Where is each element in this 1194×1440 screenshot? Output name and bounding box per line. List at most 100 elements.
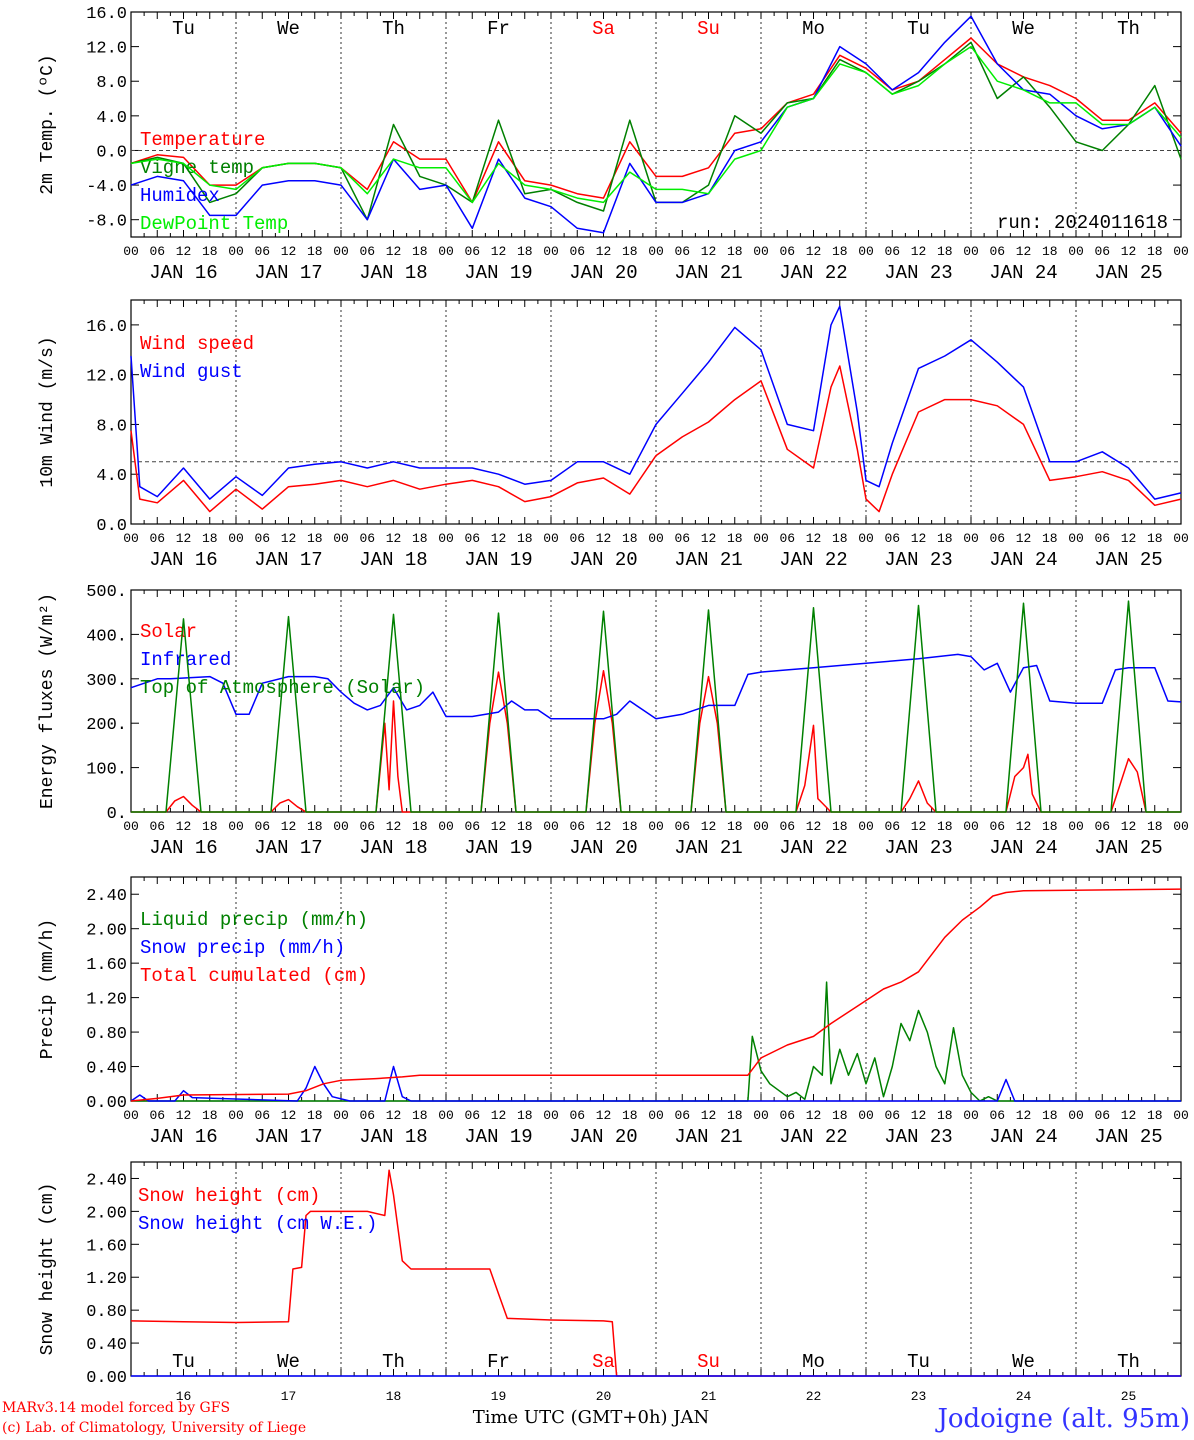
wind-date-label: JAN 19	[464, 549, 532, 571]
temp-hour-label: 12	[1121, 244, 1137, 259]
energy-hour-label: 00	[648, 819, 664, 834]
precip-hour-label: 18	[202, 1108, 218, 1123]
wind-hour-label: 18	[202, 531, 218, 546]
temp-hour-label: 00	[648, 244, 664, 259]
energy-hour-label: 12	[491, 819, 507, 834]
wind-hour-label: 12	[1016, 531, 1032, 546]
energy-hour-label: 06	[1094, 819, 1110, 834]
energy-ytick-label: 100.	[86, 761, 127, 780]
precip-ylabel: Precip (mm/h)	[38, 919, 58, 1059]
precip-hour-label: 12	[491, 1108, 507, 1123]
wind-hour-label: 06	[674, 531, 690, 546]
temp-hour-label: 18	[937, 244, 953, 259]
precip-date-label: JAN 25	[1094, 1126, 1162, 1148]
temp-hour-label: 00	[438, 244, 454, 259]
temp-date-label: JAN 19	[464, 262, 532, 284]
energy-hour-label: 18	[832, 819, 848, 834]
day-abbr-top: Tu	[172, 18, 195, 40]
snow-ytick-label: 0.00	[86, 1369, 127, 1388]
temp-hour-label: 00	[753, 244, 769, 259]
day-abbr-top: We	[1012, 18, 1035, 40]
energy-hour-label: 18	[412, 819, 428, 834]
energy-hour-label: 06	[779, 819, 795, 834]
day-abbr-top: Fr	[487, 18, 510, 40]
temp-hour-label: 06	[254, 244, 270, 259]
precip-hour-label: 06	[779, 1108, 795, 1123]
wind-panel: 00 06 12 18 00 06 12 18 00 06 12 18 00 06 12 18 00 06 12 18…	[38, 299, 1189, 571]
precip-hour-label: 06	[464, 1108, 480, 1123]
energy-hour-label: 18	[1147, 819, 1163, 834]
wind-hour-label: 12	[806, 531, 822, 546]
precip-hour-label: 06	[359, 1108, 375, 1123]
precip-hour-label: 18	[727, 1108, 743, 1123]
energy-series-2	[131, 600, 1181, 813]
precip-hour-label: 12	[1121, 1108, 1137, 1123]
energy-hour-label: 00	[438, 819, 454, 834]
precip-hour-label: 00	[1173, 1108, 1189, 1123]
precip-hour-label: 00	[333, 1108, 349, 1123]
energy-date-label: JAN 18	[359, 837, 427, 859]
precip-hour-label: 06	[674, 1108, 690, 1123]
wind-hour-label: 18	[412, 531, 428, 546]
precip-hour-label: 12	[281, 1108, 297, 1123]
day-number: 25	[1121, 1389, 1137, 1404]
energy-hour-label: 00	[1173, 819, 1189, 834]
wind-hour-label: 00	[543, 531, 559, 546]
energy-hour-label: 06	[359, 819, 375, 834]
temp-hour-label: 06	[779, 244, 795, 259]
energy-hour-label: 06	[464, 819, 480, 834]
wind-hour-label: 18	[832, 531, 848, 546]
wind-date-label: JAN 18	[359, 549, 427, 571]
energy-ytick-label: 200.	[86, 716, 127, 735]
day-abbr-top: Th	[382, 18, 405, 40]
energy-hour-label: 18	[202, 819, 218, 834]
snow-ytick-label: 2.40	[86, 1171, 127, 1190]
energy-legend-2: Top of Atmosphere (Solar)	[140, 677, 425, 699]
precip-hour-label: 12	[911, 1108, 927, 1123]
day-abbr-bottom: Th	[382, 1351, 405, 1373]
temp-hour-label: 12	[281, 244, 297, 259]
x-axis-title: Time UTC (GMT+0h) JAN	[473, 1407, 710, 1428]
wind-date-label: JAN 22	[779, 549, 847, 571]
precip-hour-label: 12	[386, 1108, 402, 1123]
energy-hour-label: 12	[701, 819, 717, 834]
snow-ytick-label: 0.40	[86, 1336, 127, 1355]
temp-hour-label: 12	[806, 244, 822, 259]
day-abbr-bottom: Tu	[172, 1351, 195, 1373]
wind-hour-label: 18	[937, 531, 953, 546]
wind-hour-label: 00	[438, 531, 454, 546]
temp-hour-label: 18	[412, 244, 428, 259]
temp-hour-label: 06	[569, 244, 585, 259]
wind-ytick-label: 12.0	[86, 368, 127, 387]
day-number: 18	[386, 1389, 402, 1404]
energy-hour-label: 06	[254, 819, 270, 834]
energy-hour-label: 00	[858, 819, 874, 834]
wind-hour-label: 00	[648, 531, 664, 546]
precip-hour-label: 18	[832, 1108, 848, 1123]
precip-hour-label: 06	[989, 1108, 1005, 1123]
day-abbr-bottom: Th	[1117, 1351, 1140, 1373]
day-number: 17	[281, 1389, 297, 1404]
precip-hour-label: 06	[884, 1108, 900, 1123]
temp-ylabel: 2m Temp. (ºC)	[38, 54, 58, 194]
temp-hour-label: 00	[123, 244, 139, 259]
temp-hour-label: 06	[989, 244, 1005, 259]
energy-hour-label: 06	[674, 819, 690, 834]
wind-hour-label: 06	[569, 531, 585, 546]
energy-ytick-label: 400.	[86, 627, 127, 646]
wind-hour-label: 12	[281, 531, 297, 546]
wind-hour-label: 12	[386, 531, 402, 546]
temp-hour-label: 18	[832, 244, 848, 259]
snow-ylabel: Snow height (cm)	[38, 1183, 58, 1356]
precip-hour-label: 00	[648, 1108, 664, 1123]
temp-series-3	[130, 45, 1182, 204]
snow-ytick-label: 1.20	[86, 1270, 127, 1289]
precip-ytick-label: 0.40	[86, 1060, 127, 1079]
precip-date-label: JAN 22	[779, 1126, 847, 1148]
day-number: 20	[596, 1389, 612, 1404]
precip-date-label: JAN 21	[674, 1126, 742, 1148]
energy-hour-label: 06	[569, 819, 585, 834]
wind-date-label: JAN 23	[884, 549, 952, 571]
wind-hour-label: 06	[359, 531, 375, 546]
wind-legend-1: Wind gust	[140, 361, 243, 383]
